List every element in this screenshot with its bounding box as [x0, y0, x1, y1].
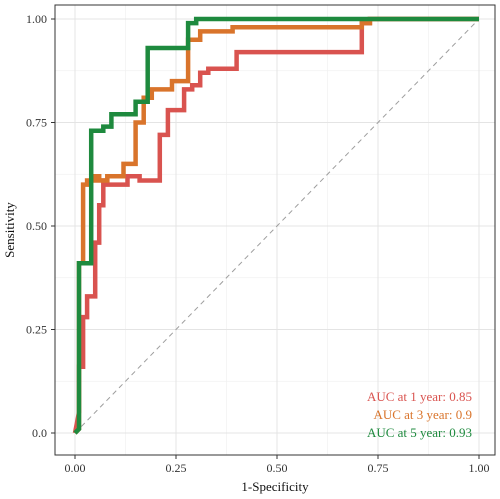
roc-series-line-3	[73, 16, 479, 435]
x-tick-label: 0.75	[368, 461, 389, 475]
x-tick-label: 0.50	[267, 461, 288, 475]
x-axis-ticks: 0.00 0.25 0.50 0.75 1.00	[65, 455, 490, 475]
legend-entry-1-year: AUC at 1 year: 0.85	[367, 389, 472, 404]
legend: AUC at 1 year: 0.85 AUC at 3 year: 0.9 A…	[367, 389, 472, 440]
legend-entry-5-year: AUC at 5 year: 0.93	[367, 425, 472, 440]
y-axis-title: Sensitivity	[2, 202, 17, 258]
roc-series-line-2	[73, 16, 479, 435]
y-tick-label: 0.25	[26, 323, 47, 337]
y-tick-label: 0.50	[26, 219, 47, 233]
series-layer	[72, 16, 479, 435]
y-tick-label: 0.75	[26, 116, 47, 130]
reference-diagonal-line	[74, 18, 480, 434]
x-tick-label: 0.00	[65, 461, 86, 475]
x-tick-label: 0.25	[166, 461, 187, 475]
roc-series-line-1	[72, 16, 479, 434]
plot-border	[54, 4, 496, 456]
x-axis-title: 1-Specificity	[241, 479, 309, 494]
y-tick-label: 0.0	[32, 426, 47, 440]
plot-background	[55, 5, 495, 455]
y-axis-ticks: 0.0 0.25 0.50 0.75 1.00	[26, 12, 55, 440]
legend-entry-3-year: AUC at 3 year: 0.9	[373, 407, 472, 422]
x-tick-label: 1.00	[469, 461, 490, 475]
y-tick-label: 1.00	[26, 12, 47, 26]
